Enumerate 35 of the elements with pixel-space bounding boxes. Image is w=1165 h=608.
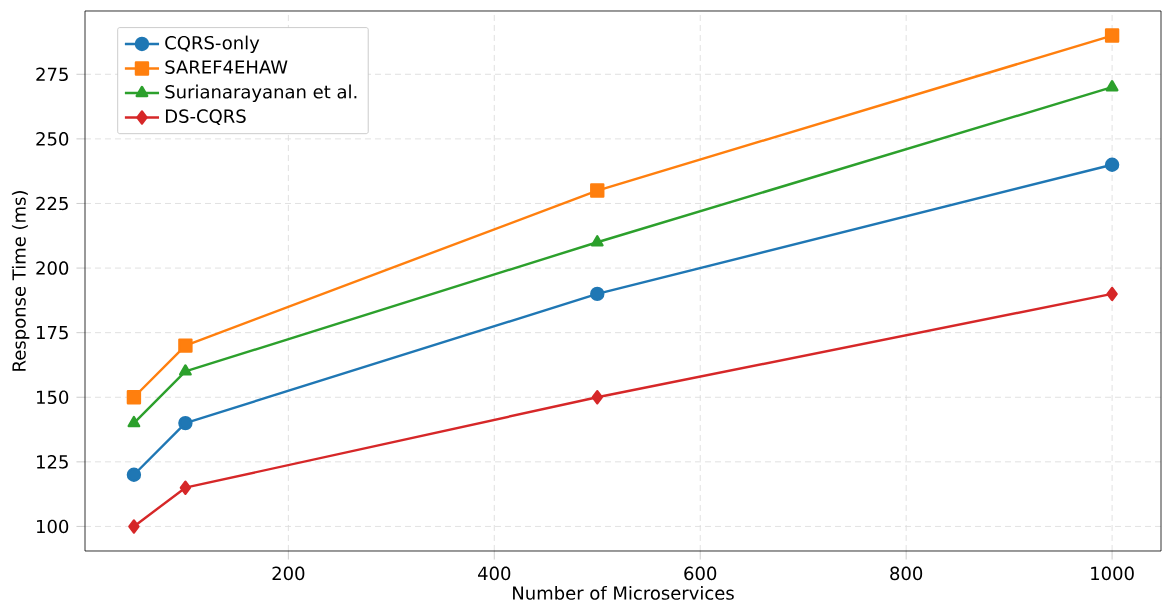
y-tick-label: 250 <box>36 132 69 146</box>
legend-label: CQRS-only <box>165 35 260 53</box>
legend-label: DS-CQRS <box>165 109 246 125</box>
x-tick-label: 400 <box>478 566 511 581</box>
y-tick-label: 150 <box>37 390 69 405</box>
x-tick-label: 200 <box>272 566 305 581</box>
y-tick-label: 125 <box>37 455 68 469</box>
point <box>1105 80 1119 92</box>
point <box>178 338 193 353</box>
x-tick-label: 600 <box>684 566 717 581</box>
point <box>1106 286 1118 302</box>
point <box>590 183 605 198</box>
point <box>178 415 193 431</box>
point <box>179 480 192 495</box>
point <box>1104 28 1120 43</box>
y-tick-label: 200 <box>36 261 69 275</box>
point <box>128 519 140 534</box>
x-tick-label: 1000 <box>1091 566 1134 581</box>
point <box>591 390 603 405</box>
point <box>590 235 604 247</box>
legend-label: Surianarayanan et al. <box>165 84 357 103</box>
legend-label: SAREF4EHAW <box>165 60 288 74</box>
point <box>1104 157 1120 172</box>
x-tick-label: 800 <box>890 566 923 581</box>
point <box>590 286 605 302</box>
y-tick-label: 175 <box>37 325 68 340</box>
y-tick-label: 275 <box>36 67 68 82</box>
point <box>126 467 142 482</box>
point <box>179 364 192 376</box>
x-axis-title: Number of Microservices <box>513 585 734 600</box>
point <box>127 415 141 428</box>
y-axis-title: Response Time (ms) <box>11 191 30 371</box>
point <box>126 390 142 405</box>
y-tick-label: 100 <box>37 519 69 534</box>
y-tick-label: 225 <box>36 196 68 211</box>
